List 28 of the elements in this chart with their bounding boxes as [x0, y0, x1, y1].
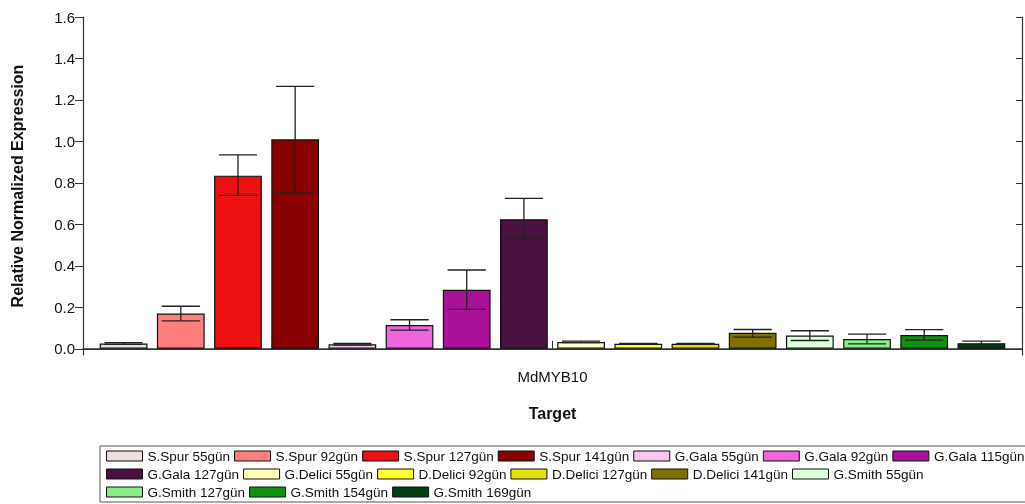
- legend-label: G.Gala 92gün: [804, 448, 889, 464]
- legend-label: D.Delici 92gün: [418, 466, 507, 482]
- y-tick-label: 0.8: [54, 174, 75, 192]
- legend-label: S.Spur 141gün: [539, 448, 630, 464]
- legend-label: G.Smith 154gün: [290, 484, 389, 500]
- legend-label: S.Spur 127gün: [403, 448, 494, 464]
- legend-label: G.Smith 55gün: [833, 466, 924, 482]
- y-tick-label: 1.4: [54, 49, 75, 67]
- x-tick-label: MdMYB10: [517, 368, 588, 385]
- legend-label: S.Spur 92gün: [275, 448, 359, 464]
- y-tick-label: 0.2: [54, 298, 75, 316]
- legend-label: S.Spur 55gün: [147, 448, 231, 464]
- y-tick-label: 1.2: [54, 91, 75, 109]
- y-tick-label: 1.0: [54, 132, 75, 150]
- y-axis-title: Relative Normalized Expression: [8, 64, 26, 308]
- legend-label: D.Delici 141gün: [692, 466, 789, 482]
- y-tick-label: 0.4: [54, 257, 75, 275]
- legend-label: G.Gala 55gün: [674, 448, 759, 464]
- legend-label: D.Delici 127gün: [551, 466, 648, 482]
- legend-label: G.Gala 127gün: [147, 466, 240, 482]
- y-tick-label: 0.0: [54, 340, 75, 358]
- legend-label: G.Gala 115gün: [933, 448, 1025, 464]
- x-axis-title: Target: [528, 404, 578, 422]
- legend-label: G.Smith 169gün: [433, 484, 532, 500]
- y-tick-label: 1.6: [54, 8, 75, 26]
- legend-label: G.Delici 55gün: [284, 466, 374, 482]
- legend-label: G.Smith 127gün: [147, 484, 246, 500]
- y-tick-label: 0.6: [54, 215, 75, 233]
